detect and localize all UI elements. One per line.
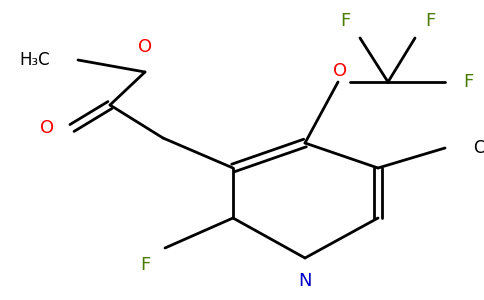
- Text: F: F: [425, 12, 435, 30]
- Text: F: F: [463, 73, 473, 91]
- Text: O: O: [138, 38, 152, 56]
- Text: F: F: [140, 256, 150, 274]
- Text: F: F: [340, 12, 350, 30]
- Text: O: O: [333, 62, 347, 80]
- Text: CH₃: CH₃: [473, 139, 484, 157]
- Text: O: O: [40, 119, 54, 137]
- Text: H₃C: H₃C: [19, 51, 50, 69]
- Text: N: N: [298, 272, 312, 290]
